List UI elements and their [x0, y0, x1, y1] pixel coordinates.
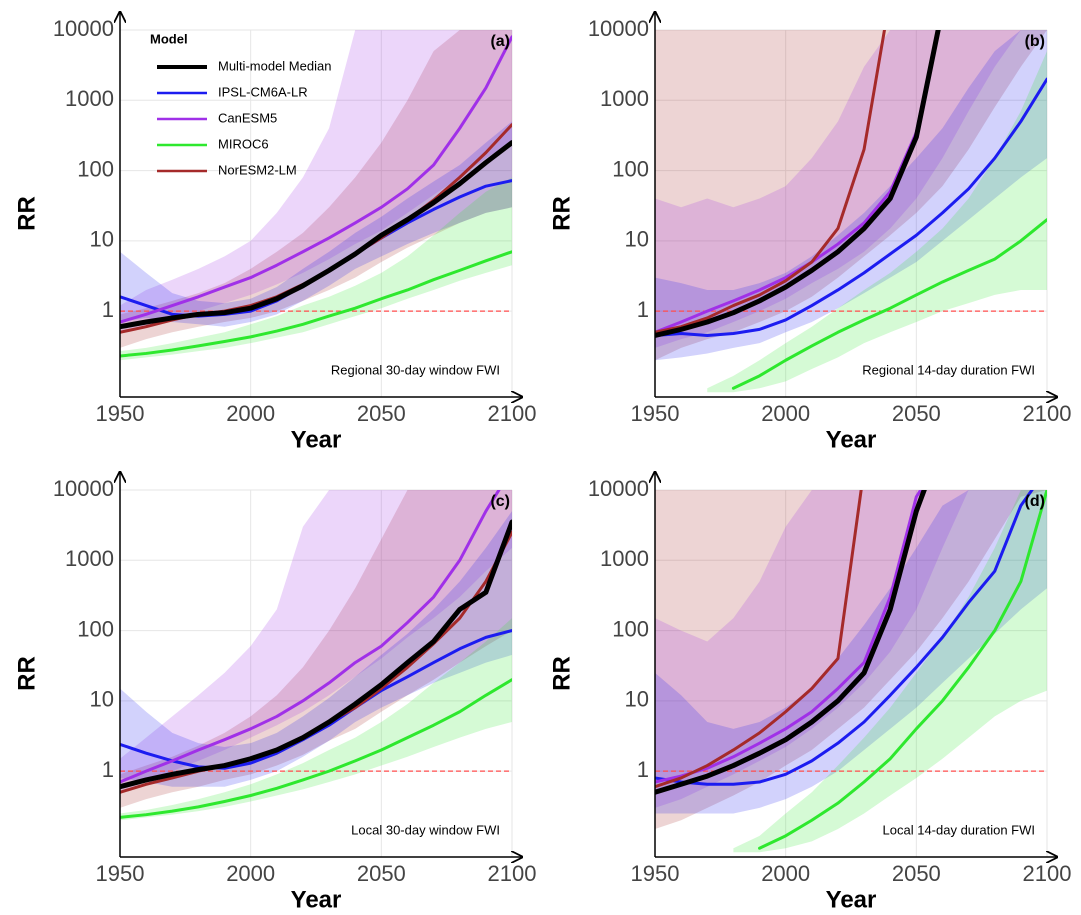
band	[120, 30, 512, 333]
legend-label: MIROC6	[218, 136, 269, 151]
x-tick-label: 2100	[1023, 861, 1072, 886]
panel-note: Local 30-day window FWI	[351, 822, 500, 837]
series-line	[120, 519, 512, 790]
y-tick-label: 10	[625, 227, 649, 252]
panel: 1 10 100 1000 10000 1950 2000 2050 2100 Year RR (b)…	[548, 0, 1071, 453]
y-tick-label: 1	[102, 297, 114, 322]
band	[655, 490, 1047, 814]
legend-label: NorESM2-LM	[218, 162, 297, 177]
y-tick-label: 1	[637, 297, 649, 322]
x-tick-label: 2000	[226, 861, 275, 886]
x-axis-title: Year	[826, 426, 877, 453]
x-tick-label: 2050	[892, 401, 941, 426]
band	[120, 618, 512, 821]
band	[655, 490, 1047, 808]
series-line	[120, 35, 512, 324]
panel-note: Regional 30-day window FWI	[331, 362, 500, 377]
band	[120, 490, 512, 793]
y-tick-label: 10	[90, 227, 114, 252]
series-line	[120, 490, 501, 784]
series-line	[731, 218, 1047, 390]
plot-area	[120, 490, 512, 821]
y-tick-label: 10000	[588, 16, 649, 41]
y-tick-label: 1	[637, 757, 649, 782]
series-line	[655, 490, 923, 784]
x-tick-label: 1950	[631, 401, 680, 426]
y-axis-title: RR	[548, 656, 575, 691]
panel-note: Regional 14-day duration FWI	[862, 362, 1035, 377]
series-line	[655, 30, 886, 334]
y-tick-label: 1	[102, 757, 114, 782]
x-tick-label: 2100	[488, 401, 537, 426]
legend-label: Multi-model Median	[218, 58, 331, 73]
series-line	[120, 250, 512, 358]
y-tick-label: 1000	[600, 86, 649, 111]
panel: 1 10 100 1000 10000 1950 2000 2050 2100 Year RR (c)…	[13, 469, 537, 913]
y-tick-label: 1000	[600, 546, 649, 571]
x-tick-label: 2050	[357, 401, 406, 426]
plot-area	[655, 30, 1047, 393]
panel-label: (b)	[1025, 33, 1045, 50]
legend-label: IPSL-CM6A-LR	[218, 84, 308, 99]
x-tick-label: 2000	[226, 401, 275, 426]
y-axis-title: RR	[13, 656, 40, 691]
y-axis-title: RR	[548, 196, 575, 231]
x-tick-label: 2000	[761, 401, 810, 426]
x-axis-title: Year	[291, 426, 342, 453]
legend-title: Model	[150, 31, 188, 46]
series-line	[655, 490, 927, 795]
x-tick-label: 2050	[892, 861, 941, 886]
y-tick-label: 10000	[53, 476, 114, 501]
x-tick-label: 2100	[1023, 401, 1072, 426]
series-line	[120, 678, 512, 819]
x-tick-label: 2000	[761, 861, 810, 886]
x-tick-label: 1950	[96, 861, 145, 886]
band	[120, 121, 512, 327]
y-tick-label: 100	[612, 156, 649, 181]
series-line	[758, 490, 1047, 850]
y-tick-label: 1000	[65, 546, 114, 571]
series-line	[655, 77, 1047, 337]
band	[733, 490, 1047, 853]
panel: 1 10 100 1000 10000 1950 2000 2050 2100 Year RR (d)…	[548, 441, 1071, 913]
y-tick-label: 10000	[588, 476, 649, 501]
y-axis-title: RR	[13, 196, 40, 231]
x-tick-label: 1950	[631, 861, 680, 886]
x-axis-title: Year	[291, 886, 342, 913]
band	[120, 30, 512, 348]
panel-label: (d)	[1025, 493, 1045, 510]
series-line	[120, 140, 512, 330]
y-tick-label: 100	[77, 156, 114, 181]
y-tick-label: 10	[625, 687, 649, 712]
panel-label: (a)	[490, 33, 510, 50]
series-line	[655, 30, 941, 338]
plot-area	[120, 30, 512, 361]
y-tick-label: 1000	[65, 86, 114, 111]
y-tick-label: 10	[90, 687, 114, 712]
panel: 1 10 100 1000 10000 1950 2000 2050 2100 Year RR (a)…	[13, 12, 536, 453]
band	[120, 490, 512, 808]
band	[655, 490, 1047, 830]
series-line	[655, 490, 863, 789]
plot-area	[655, 490, 1047, 853]
x-tick-label: 2050	[357, 861, 406, 886]
panel-label: (c)	[490, 493, 510, 510]
y-tick-label: 100	[77, 616, 114, 641]
x-tick-label: 2100	[488, 861, 537, 886]
x-axis-title: Year	[826, 886, 877, 913]
y-tick-label: 100	[612, 616, 649, 641]
panel-note: Local 14-day duration FWI	[883, 822, 1035, 837]
y-tick-label: 10000	[53, 16, 114, 41]
band	[707, 51, 1047, 393]
series-line	[655, 490, 1034, 786]
band	[120, 177, 512, 361]
x-tick-label: 1950	[96, 401, 145, 426]
legend-label: CanESM5	[218, 110, 277, 125]
band	[655, 30, 1047, 361]
